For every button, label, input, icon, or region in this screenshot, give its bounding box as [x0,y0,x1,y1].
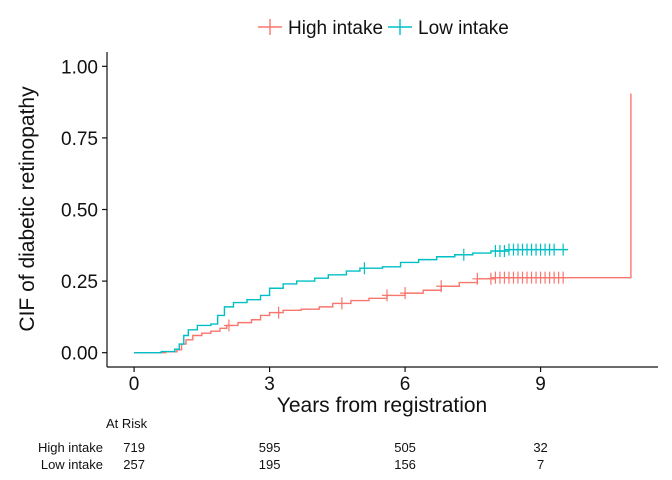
censor-mark [549,243,560,256]
series-0 [134,93,632,354]
legend-label: High intake [288,18,383,39]
y-tick-label: 1.00 [61,57,98,78]
legend-label: Low intake [418,18,509,39]
censor-mark [499,245,510,258]
at-risk-count: 595 [259,440,281,455]
at-risk-count: 32 [533,440,547,455]
legend-key [258,19,282,35]
at-risk-count: 7 [537,457,544,472]
legend-key [388,19,412,35]
x-tick-label: 3 [264,374,275,395]
at-risk-count: 719 [123,440,145,455]
censor-mark [359,262,370,275]
at-risk-count: 505 [394,440,416,455]
x-axis-title: Years from registration [277,394,487,417]
x-tick-label: 6 [400,374,411,395]
at-risk-count: 156 [394,457,416,472]
legend: High intake Low intake [258,18,509,39]
x-ticks: 0 3 6 9 [129,367,546,395]
censor-mark [458,248,469,261]
x-tick-label: 9 [535,374,546,395]
at-risk-count: 257 [123,457,145,472]
at-risk-row-label: Low intake [41,457,103,472]
censor-mark [472,272,483,285]
censor-mark [558,271,569,284]
y-tick-label: 0.00 [61,344,98,365]
at-risk-title: At Risk [106,416,148,431]
censor-mark [382,289,393,302]
censor-mark [485,272,496,285]
x-tick-label: 0 [129,374,140,395]
y-tick-label: 0.25 [61,272,98,293]
censor-mark [558,243,569,256]
axes [106,52,658,368]
at-risk-count: 195 [259,457,281,472]
at-risk-table: High intake 719 595 505 32 Low intake 257 195 15… [38,440,548,472]
censor-mark [400,287,411,300]
series-1 [134,243,569,354]
series-line [134,248,568,354]
censor-mark [223,319,234,332]
at-risk-row-label: High intake [38,440,103,455]
series-layer [134,93,632,354]
y-ticks: 0.00 0.25 0.50 0.75 1.00 [61,57,107,365]
censor-mark [436,280,447,293]
series-line [134,93,632,354]
y-axis-title: CIF of diabetic retinopathy [16,86,39,332]
censor-mark [336,297,347,310]
y-tick-label: 0.75 [61,129,98,150]
censor-mark [273,306,284,319]
y-tick-label: 0.50 [61,201,98,222]
